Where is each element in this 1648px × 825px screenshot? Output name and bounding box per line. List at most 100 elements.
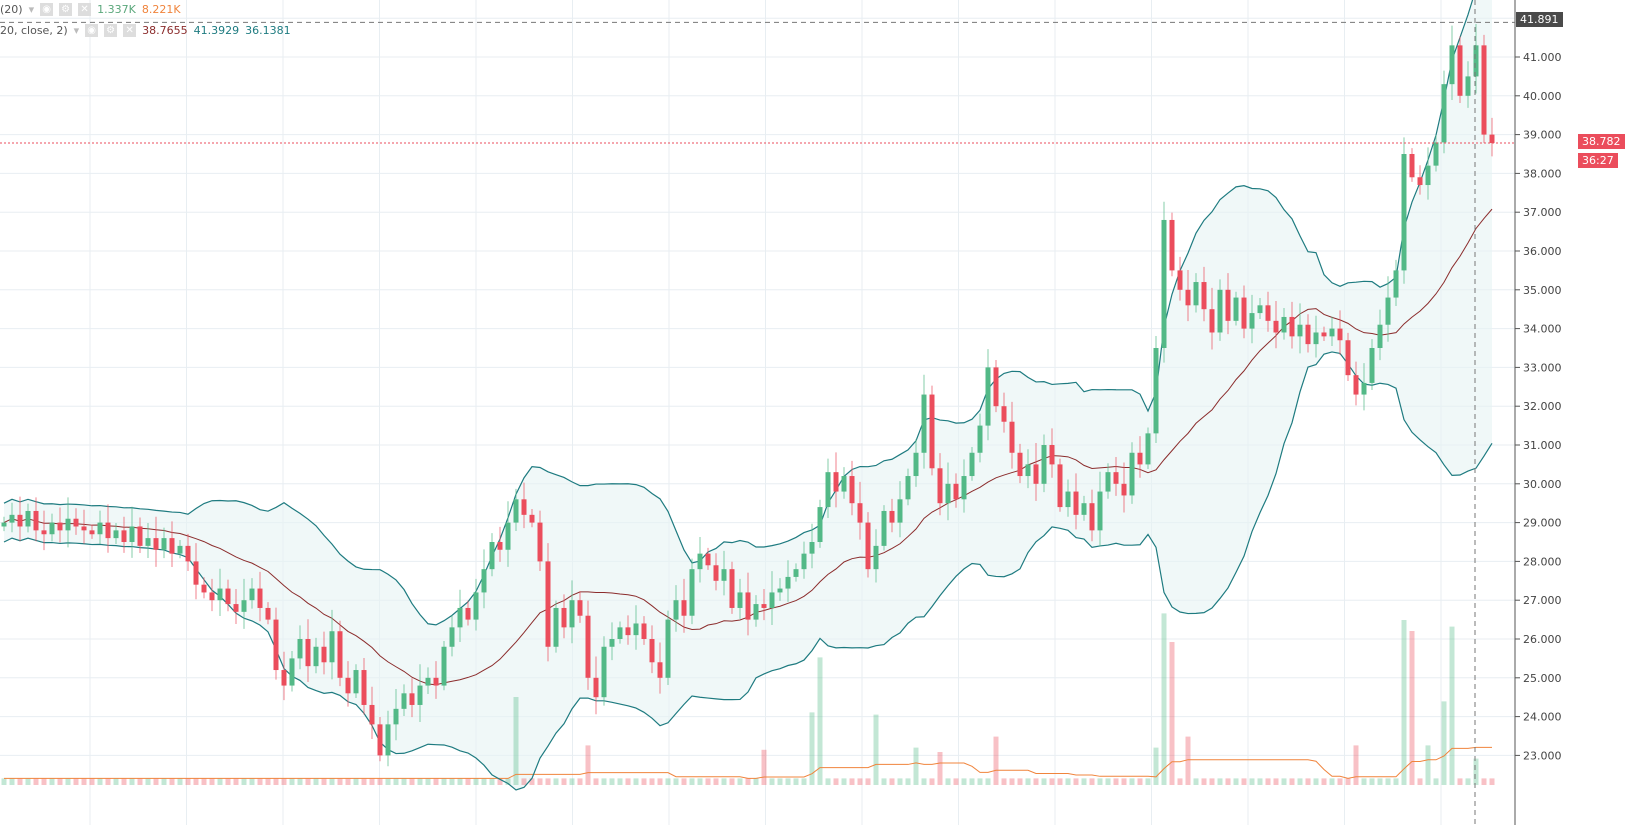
candle-body — [865, 522, 871, 570]
candle — [345, 661, 351, 707]
candle — [1017, 443, 1023, 484]
candle-body — [1009, 421, 1015, 453]
volume-bar — [129, 778, 135, 785]
candle — [225, 579, 231, 612]
volume-bar — [929, 778, 935, 785]
candle-body — [1145, 433, 1151, 465]
volume-bar — [1425, 745, 1431, 785]
candle-body — [1313, 332, 1319, 345]
candle-body — [689, 569, 695, 616]
volume-bar — [1001, 778, 1007, 785]
candle-body — [385, 724, 391, 756]
volume-bar — [1161, 613, 1167, 785]
volume-bar — [1009, 778, 1015, 785]
candle-body — [529, 514, 535, 523]
candle-body — [1, 522, 7, 527]
volume-bar — [265, 778, 271, 785]
candle-body — [1097, 491, 1103, 531]
candle-body — [537, 522, 543, 562]
volume-bar — [489, 778, 495, 785]
volume-bar — [681, 778, 687, 785]
candle-body — [1137, 452, 1143, 465]
axis-tick-label: 39.000 — [1523, 129, 1562, 142]
volume-bar — [825, 778, 831, 785]
candle — [745, 572, 751, 636]
candle-body — [881, 510, 887, 546]
candle-body — [305, 639, 311, 667]
candle — [1, 516, 7, 532]
volume-legend: (20) ▾ ◉ ⚙ ✕ 1.337K 8.221K — [0, 3, 181, 16]
volume-ma2-value: 8.221K — [141, 3, 181, 16]
visibility-icon[interactable]: ◉ — [40, 3, 54, 16]
close-icon[interactable]: ✕ — [78, 3, 92, 16]
candle-body — [601, 646, 607, 698]
crosshair-price-label: 41.891 — [1516, 12, 1563, 27]
volume-bar — [49, 778, 55, 785]
dropdown-icon[interactable]: ▾ — [28, 3, 35, 16]
candle — [617, 621, 623, 644]
candle-body — [193, 561, 199, 585]
visibility-icon[interactable]: ◉ — [85, 24, 99, 37]
dropdown-icon[interactable]: ▾ — [73, 24, 80, 37]
candle — [25, 503, 31, 533]
candle-body — [105, 522, 111, 539]
candle-body — [817, 507, 823, 542]
volume-bar — [857, 778, 863, 785]
candle-body — [673, 600, 679, 620]
volume-bar — [457, 778, 463, 785]
candle — [417, 664, 423, 723]
candle-body — [1209, 309, 1215, 333]
candle-body — [1025, 464, 1031, 477]
axis-tick-label: 23.000 — [1523, 749, 1562, 762]
candle — [361, 658, 367, 715]
volume-bar — [529, 778, 535, 785]
candle-body — [1225, 289, 1231, 321]
volume-bar — [1089, 778, 1095, 785]
gear-icon[interactable]: ⚙ — [59, 3, 73, 16]
volume-bar — [729, 778, 735, 785]
candle-body — [649, 639, 655, 663]
candle-body — [585, 615, 591, 678]
volume-bar — [153, 778, 159, 785]
volume-bar — [1041, 778, 1047, 785]
volume-bar — [185, 778, 191, 785]
candle — [633, 605, 639, 650]
volume-bar — [217, 778, 223, 785]
candle-body — [137, 526, 143, 546]
candle — [1041, 434, 1047, 493]
candle — [489, 533, 495, 577]
candle — [649, 625, 655, 674]
volume-bar — [1289, 778, 1295, 785]
candle — [1433, 134, 1439, 172]
volume-bar — [1489, 778, 1495, 785]
candle-body — [153, 538, 159, 550]
gear-icon[interactable]: ⚙ — [104, 24, 118, 37]
candle — [857, 481, 863, 540]
candle — [945, 462, 951, 521]
close-icon[interactable]: ✕ — [123, 24, 137, 37]
candle-body — [553, 607, 559, 647]
candle-body — [777, 588, 783, 593]
axis-tick-label: 26.000 — [1523, 633, 1562, 646]
candle-body — [41, 530, 47, 535]
candle — [353, 664, 359, 698]
volume-bar — [465, 778, 471, 785]
candle-body — [1449, 45, 1455, 85]
candle-body — [233, 604, 239, 612]
candle-body — [1457, 45, 1463, 96]
volume-bar — [393, 778, 399, 785]
candle — [1329, 316, 1335, 346]
candle — [817, 499, 823, 548]
candle — [1425, 147, 1431, 200]
candle-body — [121, 530, 127, 542]
volume-bar — [1361, 778, 1367, 785]
candle-body — [1305, 324, 1311, 345]
volume-bar — [241, 778, 247, 785]
volume-bar — [57, 778, 63, 785]
volume-bar — [449, 778, 455, 785]
candle — [609, 622, 615, 661]
candle-body — [1065, 491, 1071, 508]
candle-body — [1353, 375, 1359, 395]
candle — [137, 517, 143, 554]
